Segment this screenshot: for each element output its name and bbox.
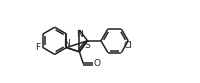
Text: F: F — [35, 43, 40, 52]
Text: N: N — [76, 30, 83, 39]
Text: N: N — [63, 39, 69, 48]
Text: O: O — [93, 59, 100, 68]
Text: S: S — [84, 41, 90, 50]
Text: Cl: Cl — [123, 41, 132, 50]
